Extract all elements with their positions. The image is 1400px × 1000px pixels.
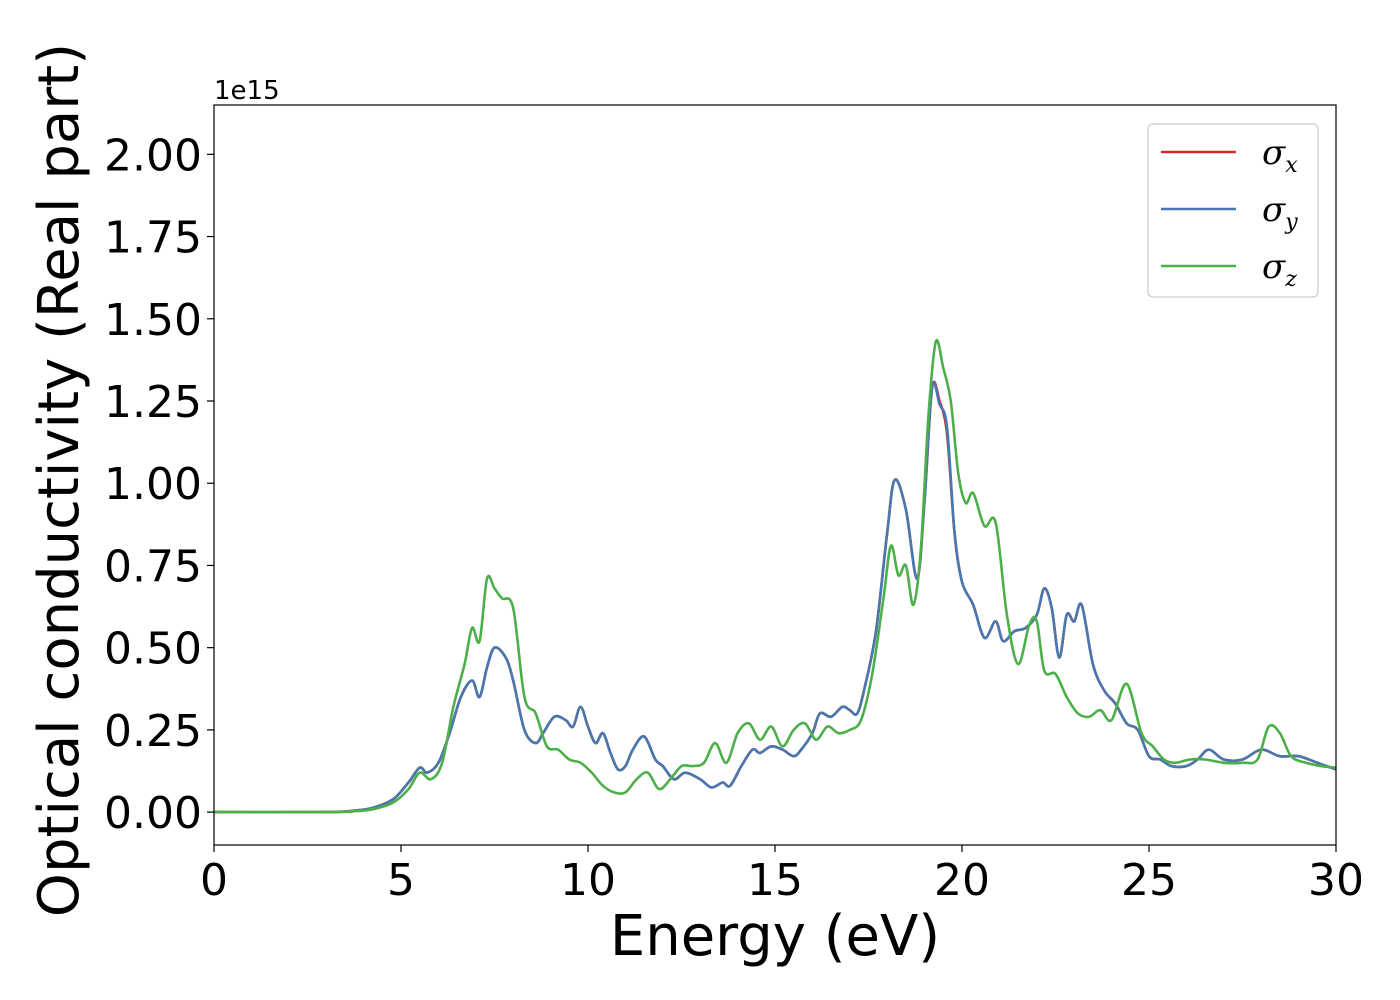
x-axis-label: Energy (eV) xyxy=(610,904,940,969)
x-tick-label: 20 xyxy=(934,855,990,906)
legend-label-y: σy xyxy=(1262,190,1298,235)
x-tick-label: 30 xyxy=(1308,855,1364,906)
y-tick-label: 1.75 xyxy=(104,213,202,264)
y-tick-label: 0.25 xyxy=(104,706,202,757)
y-tick-label: 0.50 xyxy=(104,624,202,675)
y-tick-label: 1.25 xyxy=(104,377,202,428)
legend-box xyxy=(1147,123,1319,298)
legend: σx σy σz xyxy=(1147,123,1319,298)
series-line-y xyxy=(214,381,1336,814)
x-tick-label: 10 xyxy=(560,855,616,906)
x-tick-label: 0 xyxy=(200,855,228,906)
y-tick-label: 2.00 xyxy=(104,130,202,181)
legend-label-x: σx xyxy=(1262,133,1298,178)
y-axis-offset-text: 1e15 xyxy=(214,76,280,106)
y-tick-label: 1.00 xyxy=(104,459,202,510)
x-tick-label: 15 xyxy=(747,855,803,906)
axis-ticks: 0 5 10 15 20 25 30 0.00 0.25 0.50 0.75 1.00 1.25 1.50… xyxy=(104,130,1364,906)
x-tick-label: 5 xyxy=(387,855,415,906)
y-tick-label: 0.75 xyxy=(104,541,202,592)
x-tick-label: 25 xyxy=(1121,855,1177,906)
series-line-z xyxy=(214,338,1336,814)
y-tick-label: 1.50 xyxy=(104,295,202,346)
y-tick-label: 0.00 xyxy=(104,788,202,839)
plot-area xyxy=(214,338,1336,814)
legend-label-z: σz xyxy=(1262,247,1297,292)
y-axis-label: Optical conductivity (Real part) xyxy=(27,43,92,917)
